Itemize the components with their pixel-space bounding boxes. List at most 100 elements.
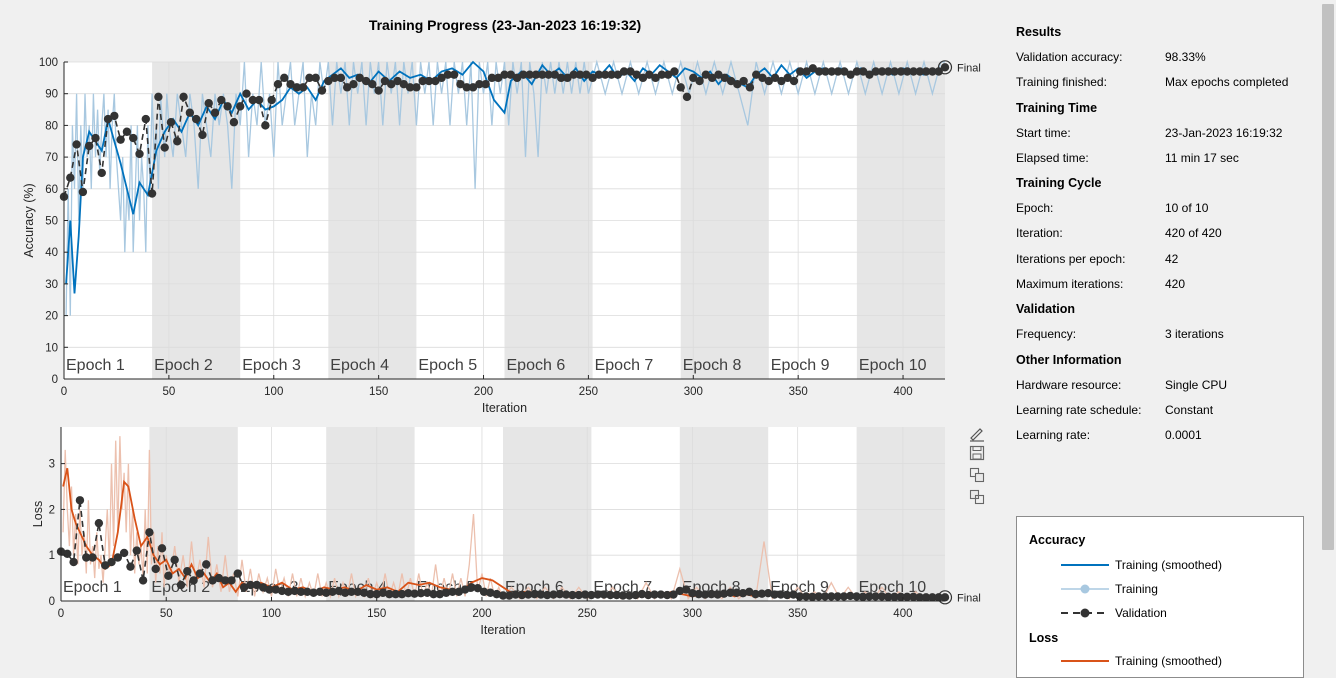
validation-point <box>638 73 648 83</box>
epoch-label: Epoch 10 <box>859 579 927 596</box>
validation-point <box>397 589 407 599</box>
x-tick-label: 150 <box>369 386 388 398</box>
epoch-band <box>326 427 415 601</box>
validation-point <box>846 70 855 79</box>
training-time-section: Training Time Start time: 23-Jan-2023 16:… <box>1016 96 1316 172</box>
validation-point <box>405 83 415 92</box>
x-tick-label: 0 <box>58 608 64 620</box>
validation-point <box>340 588 350 597</box>
zoom-out-icon[interactable] <box>968 488 986 506</box>
legend-label: Training (smoothed) <box>1115 558 1222 572</box>
validation-point <box>126 562 135 571</box>
x-tick-label: 50 <box>162 386 175 398</box>
validation-point <box>173 137 182 146</box>
validation-point <box>650 590 659 599</box>
validation-point <box>135 149 144 159</box>
info-key: Validation accuracy: <box>1016 50 1123 64</box>
validation-point <box>789 590 798 599</box>
brush-icon[interactable] <box>968 424 986 442</box>
validation-point <box>336 73 346 83</box>
validation-point <box>217 95 226 105</box>
validation-point <box>223 102 232 111</box>
info-key: Frequency: <box>1016 327 1077 342</box>
epoch-band <box>679 427 769 601</box>
validation-point <box>707 73 717 83</box>
validation-point <box>191 114 201 124</box>
validation-point <box>170 555 179 564</box>
validation-point <box>940 63 950 72</box>
x-tick-label: 0 <box>61 386 67 398</box>
validation-point <box>410 589 419 598</box>
validation-point <box>631 590 640 600</box>
validation-point <box>494 73 503 83</box>
info-row: Iterations per epoch: 42 <box>1016 247 1316 272</box>
validation-point <box>254 95 264 105</box>
info-row: Start time: 23-Jan-2023 16:19:32 <box>1016 121 1316 146</box>
info-value: 11 min 17 sec <box>1165 150 1239 165</box>
validation-point <box>280 73 289 83</box>
validation-point <box>544 70 553 79</box>
validation-point <box>833 67 843 76</box>
zoom-in-icon[interactable] <box>968 466 986 484</box>
validation-point <box>726 76 736 86</box>
validation-point <box>366 589 375 599</box>
validation-point <box>568 590 577 600</box>
validation-point <box>103 114 113 124</box>
info-value: Single CPU <box>1165 377 1228 392</box>
validation-point <box>286 79 295 89</box>
validation-point <box>189 576 198 585</box>
info-key: Epoch: <box>1016 201 1054 216</box>
validation-point <box>549 590 558 599</box>
validation-point <box>852 67 862 76</box>
validation-point <box>764 589 773 598</box>
validation-point <box>524 590 533 599</box>
validation-point <box>94 518 104 528</box>
validation-point <box>757 589 767 598</box>
validation-point <box>246 580 255 590</box>
validation-point <box>580 590 590 599</box>
validation-point <box>418 76 427 86</box>
legend-line-icon <box>1061 564 1109 566</box>
epoch-band <box>503 427 592 601</box>
validation-point <box>745 587 754 597</box>
validation-point <box>372 589 381 599</box>
validation-point <box>157 544 167 553</box>
validation-point <box>656 590 666 599</box>
validation-point <box>305 73 314 83</box>
validation-point <box>399 79 409 89</box>
validation-point <box>164 571 173 581</box>
validation-point <box>324 76 333 86</box>
final-label: Final <box>957 62 981 74</box>
validation-point <box>883 592 893 602</box>
x-tick-label: 350 <box>789 386 808 398</box>
validation-point <box>896 67 906 76</box>
validation-point <box>814 592 823 601</box>
validation-point <box>391 589 400 599</box>
validation-point <box>505 591 514 600</box>
validation-point <box>607 70 616 79</box>
info-key: Iteration: <box>1016 226 1063 241</box>
info-value: 420 of 420 <box>1165 226 1222 241</box>
legend-line-icon <box>1061 660 1109 662</box>
validation-point <box>72 140 81 149</box>
scrollbar-thumb[interactable] <box>1322 4 1334 550</box>
x-tick-label: 300 <box>683 608 702 620</box>
validation-point <box>796 67 805 76</box>
validation-point <box>423 588 432 597</box>
validation-point <box>940 593 950 602</box>
validation-point <box>921 67 931 76</box>
validation-point <box>582 70 591 79</box>
validation-point <box>858 592 868 602</box>
validation-point <box>387 79 396 89</box>
validation-point <box>519 70 528 79</box>
validation-point <box>78 187 88 197</box>
validation-point <box>719 589 729 598</box>
validation-point <box>290 586 299 596</box>
info-value: 23-Jan-2023 16:19:32 <box>1165 125 1283 140</box>
validation-point <box>732 588 741 597</box>
info-key: Start time: <box>1016 125 1071 140</box>
save-icon[interactable] <box>968 444 986 462</box>
validation-point <box>404 589 413 598</box>
validation-point <box>292 83 302 92</box>
